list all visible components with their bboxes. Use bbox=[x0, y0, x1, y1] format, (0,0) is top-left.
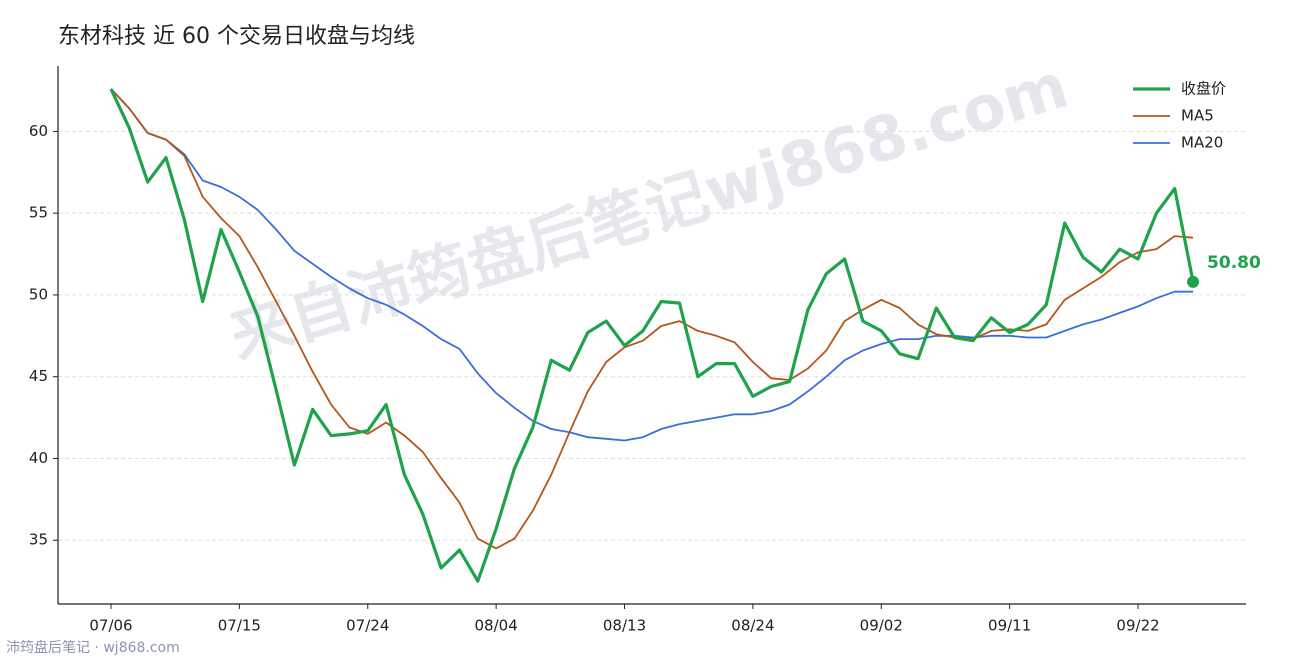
y-tick-label: 45 bbox=[29, 367, 48, 385]
y-tick-label: 50 bbox=[29, 285, 48, 303]
legend-label: 收盘价 bbox=[1181, 80, 1226, 98]
legend-label: MA20 bbox=[1181, 134, 1223, 152]
y-tick-label: 60 bbox=[29, 122, 48, 140]
y-tick-label: 55 bbox=[29, 204, 48, 222]
line-0 bbox=[109, 88, 1195, 583]
x-tick-label: 07/15 bbox=[218, 617, 261, 635]
x-tick-label: 07/24 bbox=[346, 617, 389, 635]
last-point bbox=[1187, 275, 1200, 288]
x-tick-label: 08/04 bbox=[475, 617, 518, 635]
x-tick-label: 09/11 bbox=[988, 617, 1031, 635]
chart-title: 东材科技 近 60 个交易日收盘与均线 bbox=[58, 24, 415, 49]
source-note: 沛筠盘后笔记 · wj868.com bbox=[6, 639, 180, 656]
y-tick-label: 40 bbox=[29, 449, 48, 467]
legend-label: MA5 bbox=[1181, 107, 1214, 125]
x-tick-label: 07/06 bbox=[89, 617, 132, 635]
line-2 bbox=[110, 88, 1194, 442]
x-tick-label: 08/13 bbox=[603, 617, 646, 635]
x-tick-label: 09/22 bbox=[1116, 617, 1159, 635]
x-tick-label: 08/24 bbox=[731, 617, 774, 635]
x-tick-label: 09/02 bbox=[860, 617, 903, 635]
y-tick-label: 35 bbox=[29, 531, 48, 549]
data-label: 50.80 bbox=[1207, 253, 1261, 273]
